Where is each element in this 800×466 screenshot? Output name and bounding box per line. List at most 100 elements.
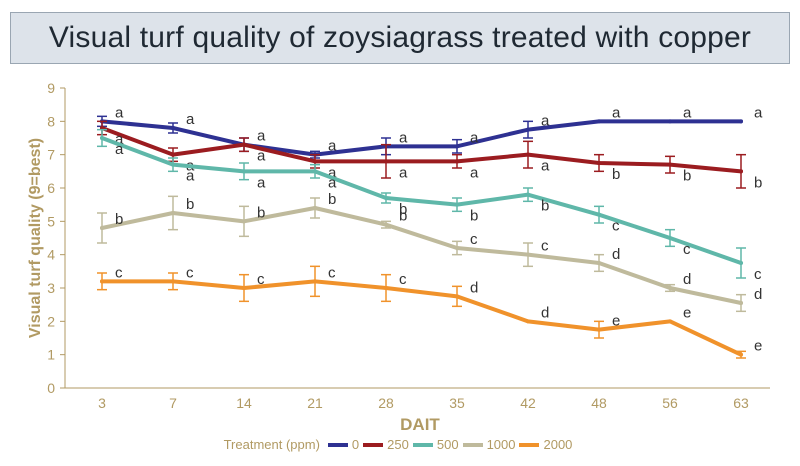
data-point-2000 <box>384 286 388 290</box>
significance-letter: d <box>612 246 620 263</box>
significance-letter: c <box>754 266 762 283</box>
y-tick-label: 8 <box>47 113 55 129</box>
significance-letter: b <box>399 208 407 225</box>
data-point-1000 <box>526 252 530 257</box>
x-tick-label: 3 <box>98 395 106 411</box>
data-point-1000 <box>100 226 104 230</box>
data-point-500 <box>455 202 459 207</box>
chart-title-box: Visual turf quality of zoysiagrass treat… <box>10 12 790 64</box>
y-tick-label: 4 <box>47 247 55 263</box>
x-tick-label: 28 <box>378 395 394 411</box>
significance-letter: a <box>115 131 124 148</box>
data-point-1000 <box>171 211 175 215</box>
significance-letter: a <box>470 164 479 181</box>
legend-swatch-250 <box>363 442 384 447</box>
data-point-0 <box>171 126 175 130</box>
data-point-2000 <box>242 286 246 290</box>
legend-title: Treatment (ppm) <box>223 437 320 452</box>
y-tick-label: 3 <box>47 280 55 296</box>
legend-label-1000: 1000 <box>486 437 516 452</box>
data-point-0 <box>739 119 743 124</box>
y-tick-label: 7 <box>47 147 55 163</box>
data-point-2000 <box>313 279 317 284</box>
legend-label-500: 500 <box>436 437 459 452</box>
significance-letter: a <box>470 129 479 146</box>
significance-letter: a <box>257 174 266 191</box>
significance-letter: a <box>115 104 124 121</box>
significance-letter: a <box>399 129 408 146</box>
data-point-250 <box>739 169 743 174</box>
legend-label-0: 0 <box>351 437 360 452</box>
significance-letter: a <box>612 104 621 121</box>
data-point-1000 <box>597 261 601 265</box>
significance-letter: c <box>399 271 407 288</box>
significance-letter: c <box>612 218 620 235</box>
significance-letter: a <box>683 104 692 121</box>
data-point-0 <box>455 144 459 149</box>
significance-letter: a <box>257 128 266 145</box>
significance-letter: b <box>328 191 336 208</box>
significance-letter: b <box>115 211 123 228</box>
data-point-500 <box>668 236 672 240</box>
data-point-250 <box>526 152 530 157</box>
data-point-1000 <box>313 206 317 210</box>
significance-letter: b <box>257 204 265 221</box>
significance-letter: a <box>115 141 124 158</box>
data-point-1000 <box>384 222 388 227</box>
significance-letter: a <box>328 138 337 155</box>
y-tick-label: 1 <box>47 347 55 363</box>
y-tick-label: 5 <box>47 213 55 229</box>
legend-swatch-1000 <box>462 442 483 447</box>
x-tick-label: 7 <box>169 395 177 411</box>
series-line-0 <box>100 119 743 157</box>
significance-letter: c <box>470 231 478 248</box>
x-axis-title: DAIT <box>400 415 440 434</box>
data-point-500 <box>384 196 388 200</box>
significance-letter: b <box>612 166 620 183</box>
x-tick-label: 14 <box>236 395 252 411</box>
data-point-2000 <box>526 319 530 324</box>
series-line-1000 <box>100 206 743 305</box>
data-point-500 <box>100 136 104 140</box>
data-point-2000 <box>739 352 743 357</box>
significance-letter: a <box>399 164 408 181</box>
series-line-250 <box>100 126 743 174</box>
data-point-500 <box>597 212 601 217</box>
significance-letter: e <box>612 313 620 330</box>
data-point-500 <box>526 192 530 197</box>
data-point-250 <box>668 162 672 167</box>
legend-item-2000: 2000 <box>519 437 572 452</box>
data-point-250 <box>384 159 388 164</box>
data-point-2000 <box>100 279 104 284</box>
significance-letter: b <box>754 174 762 191</box>
x-tick-label: 21 <box>307 395 323 411</box>
legend-item-0: 0 <box>327 437 360 452</box>
data-point-250 <box>597 161 601 165</box>
significance-letter: c <box>328 264 336 281</box>
legend-swatch-2000 <box>519 442 540 447</box>
significance-letter: a <box>328 164 337 181</box>
data-point-0 <box>526 127 530 132</box>
data-point-1000 <box>739 301 743 305</box>
significance-letter: b <box>541 198 549 215</box>
data-point-500 <box>171 162 175 167</box>
significance-letter: b <box>399 201 407 218</box>
legend-swatch-0 <box>327 442 348 447</box>
x-tick-label: 48 <box>591 395 607 411</box>
significance-letter: d <box>541 304 549 321</box>
x-tick-label: 56 <box>662 395 678 411</box>
significance-letter: a <box>541 113 550 130</box>
y-axis-title: Visual turf quality (9=best) <box>27 138 44 338</box>
data-point-2000 <box>668 319 672 324</box>
chart-title: Visual turf quality of zoysiagrass treat… <box>48 21 752 54</box>
series-line-2000 <box>100 279 743 357</box>
legend-label-250: 250 <box>387 437 409 452</box>
data-point-250 <box>242 142 246 147</box>
significance-letter: d <box>470 279 478 296</box>
data-point-2000 <box>597 327 601 332</box>
legend-item-1000: 1000 <box>462 437 516 452</box>
significance-letter: b <box>186 196 194 213</box>
significance-letter: c <box>541 238 549 255</box>
series-line-500 <box>100 136 743 265</box>
